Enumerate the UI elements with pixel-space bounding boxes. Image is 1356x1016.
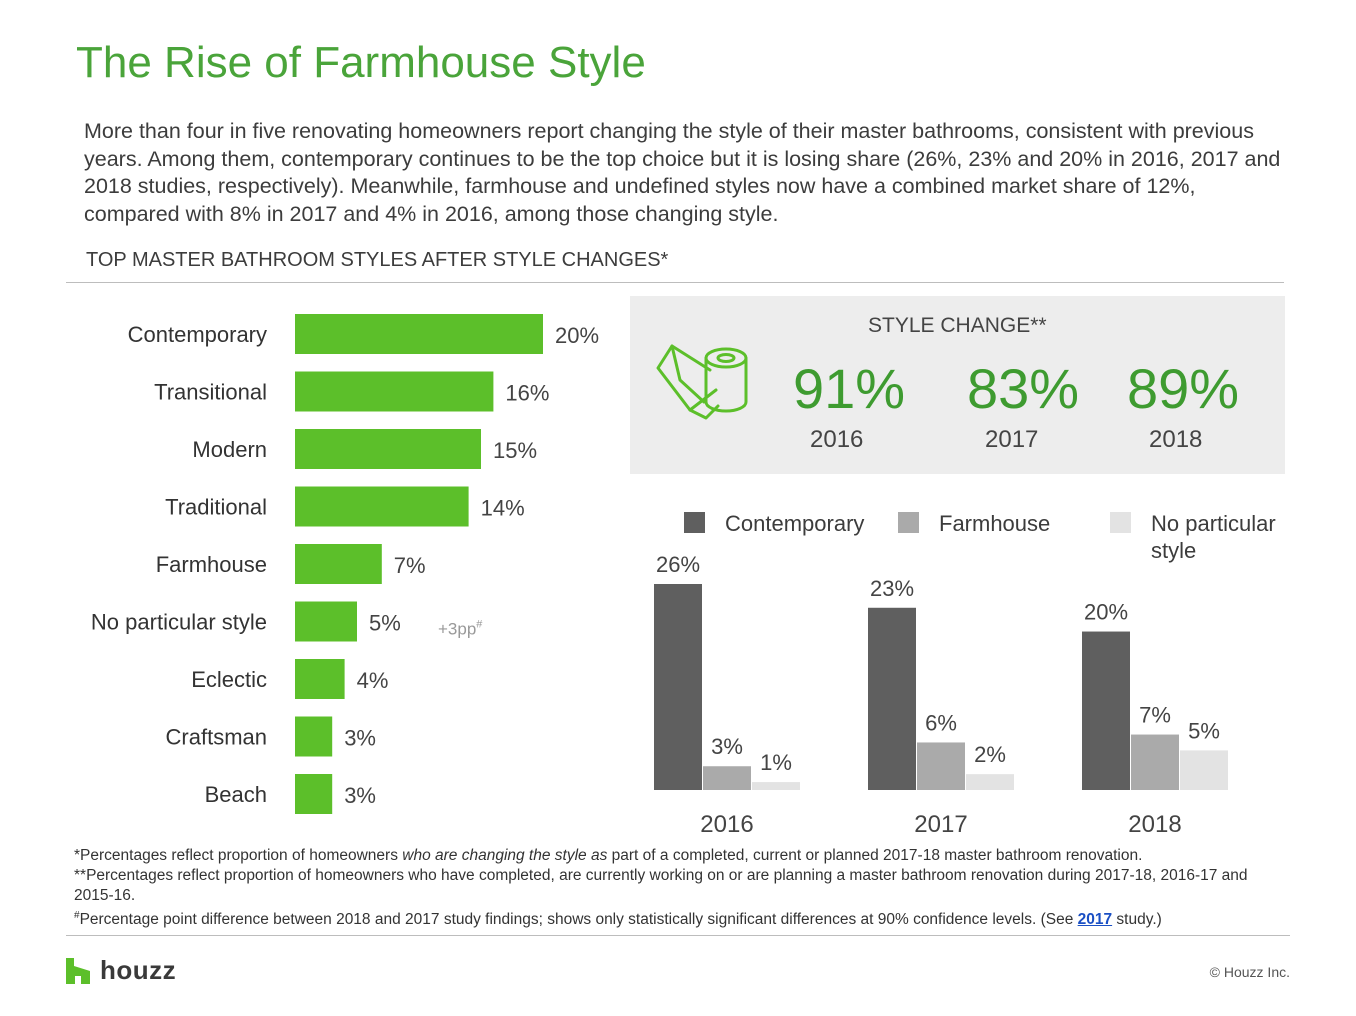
style-change-year-2016: 2016 bbox=[810, 426, 864, 453]
legend-label-no-particular-style: No particular style bbox=[1151, 511, 1276, 563]
bar-contemporary-2018 bbox=[1082, 631, 1130, 790]
category-label-contemporary: Contemporary bbox=[128, 322, 267, 347]
value-label-traditional: 14% bbox=[481, 496, 525, 521]
annotation-pp-change: +3pp# bbox=[438, 619, 483, 639]
page-title: The Rise of Farmhouse Style bbox=[76, 38, 646, 87]
legend-contemporary: Contemporary bbox=[684, 510, 864, 537]
brand-logo: houzz bbox=[66, 955, 176, 986]
value-label-eclectic: 4% bbox=[357, 668, 389, 693]
value-label-no-particular-style-2018: 5% bbox=[1188, 718, 1220, 743]
style-change-panel bbox=[630, 296, 1285, 474]
bar-traditional bbox=[295, 486, 469, 527]
legend-farmhouse: Farmhouse bbox=[898, 510, 1050, 537]
bar-beach bbox=[295, 774, 333, 814]
bar-farmhouse bbox=[295, 544, 382, 584]
copyright: © Houzz Inc. bbox=[1209, 964, 1290, 980]
bar-contemporary bbox=[295, 314, 543, 354]
style-change-value-2018: 89% bbox=[1127, 357, 1240, 420]
legend-swatch-contemporary bbox=[684, 512, 705, 533]
value-label-craftsman: 3% bbox=[344, 726, 376, 751]
value-label-no-particular-style-2016: 1% bbox=[760, 750, 792, 775]
footnote-3-mark: # bbox=[74, 910, 80, 921]
bar-eclectic bbox=[295, 659, 345, 699]
footnote-1: *Percentages reflect proportion of homeo… bbox=[74, 846, 1289, 866]
footnote-3: #Percentage point difference between 201… bbox=[74, 906, 1289, 930]
footnote-2: **Percentages reflect proportion of home… bbox=[74, 867, 1248, 904]
category-label-modern: Modern bbox=[192, 437, 267, 462]
legend-swatch-no-particular-style bbox=[1110, 512, 1131, 533]
divider-bottom bbox=[66, 935, 1290, 936]
style-bar-chart: Contemporary 20% Transitional 16% Modern 15% T… bbox=[91, 314, 599, 814]
brand-name: houzz bbox=[100, 955, 177, 985]
value-label-farmhouse-2017: 6% bbox=[925, 710, 957, 735]
category-label-transitional: Transitional bbox=[154, 380, 267, 405]
divider-top bbox=[66, 282, 1284, 283]
annotation-mark: # bbox=[476, 619, 483, 631]
value-label-farmhouse-2016: 3% bbox=[711, 734, 743, 759]
chart-subheading: TOP MASTER BATHROOM STYLES AFTER STYLE C… bbox=[86, 249, 669, 271]
value-label-no-particular-style-2017: 2% bbox=[974, 742, 1006, 767]
bar-contemporary-2017 bbox=[868, 607, 916, 790]
bar-craftsman bbox=[295, 716, 333, 757]
bar-farmhouse-2017 bbox=[917, 742, 965, 790]
category-label-no-particular-style: No particular style bbox=[91, 610, 267, 635]
footnote-3-text-b: study.) bbox=[1112, 911, 1162, 929]
value-label-farmhouse: 7% bbox=[394, 553, 426, 578]
style-change-value-2017: 83% bbox=[967, 357, 1080, 420]
category-label-eclectic: Eclectic bbox=[191, 667, 267, 692]
value-label-transitional: 16% bbox=[505, 381, 549, 406]
bar-farmhouse-2016 bbox=[703, 766, 751, 790]
value-label-modern: 15% bbox=[493, 438, 537, 463]
bar-transitional bbox=[295, 371, 494, 412]
footnote-1-emphasis: who are changing the style as bbox=[402, 847, 608, 864]
legend-label-contemporary: Contemporary bbox=[725, 511, 865, 536]
value-label-contemporary-2018: 20% bbox=[1084, 600, 1128, 625]
contemporary-vs-farmhouse-chart: 26% 3% 1% 2016 23% 6% 2% 2017 20% 7% 5% 2018 bbox=[654, 552, 1228, 838]
bar-no-particular-style-2017 bbox=[966, 774, 1014, 790]
bar-no-particular-style-2016 bbox=[752, 782, 800, 790]
bar-farmhouse-2018 bbox=[1131, 734, 1179, 790]
style-change-label: STYLE CHANGE** bbox=[868, 314, 1047, 337]
footnote-1-text-a: *Percentages reflect proportion of homeo… bbox=[74, 847, 403, 864]
category-label-farmhouse: Farmhouse bbox=[156, 552, 267, 577]
category-label-traditional: Traditional bbox=[165, 495, 267, 520]
bar-no-particular-style bbox=[295, 601, 357, 642]
year-label-2016: 2016 bbox=[700, 811, 753, 838]
category-label-beach: Beach bbox=[205, 782, 267, 807]
year-label-2018: 2018 bbox=[1128, 811, 1181, 838]
value-label-no-particular-style: 5% bbox=[369, 611, 401, 636]
value-label-contemporary-2016: 26% bbox=[656, 552, 700, 577]
footnote-1-text-b: part of a completed, current or planned … bbox=[607, 847, 1143, 864]
value-label-beach: 3% bbox=[344, 783, 376, 808]
year-label-2017: 2017 bbox=[914, 811, 967, 838]
value-label-contemporary-2017: 23% bbox=[870, 576, 914, 601]
footnotes: *Percentages reflect proportion of homeo… bbox=[74, 846, 1289, 930]
category-label-craftsman: Craftsman bbox=[166, 725, 267, 750]
value-label-farmhouse-2018: 7% bbox=[1139, 703, 1171, 728]
study-2017-link[interactable]: 2017 bbox=[1077, 911, 1113, 929]
bar-no-particular-style-2018 bbox=[1180, 750, 1228, 790]
legend-label-farmhouse: Farmhouse bbox=[939, 511, 1051, 536]
bar-modern bbox=[295, 429, 481, 469]
legend-no-particular-style: No particular style bbox=[1110, 510, 1291, 564]
toilet-paper-icon bbox=[656, 344, 748, 420]
footnote-3-text-a: Percentage point difference between 2018… bbox=[79, 911, 1078, 929]
intro-text: More than four in five renovating homeow… bbox=[84, 119, 1281, 226]
style-change-year-2018: 2018 bbox=[1149, 426, 1203, 453]
value-label-contemporary: 20% bbox=[555, 323, 599, 348]
bar-contemporary-2016 bbox=[654, 584, 702, 790]
legend-swatch-farmhouse bbox=[898, 512, 919, 533]
style-change-year-2017: 2017 bbox=[985, 426, 1039, 453]
style-change-value-2016: 91% bbox=[793, 357, 906, 420]
houzz-logo-icon bbox=[66, 957, 90, 984]
